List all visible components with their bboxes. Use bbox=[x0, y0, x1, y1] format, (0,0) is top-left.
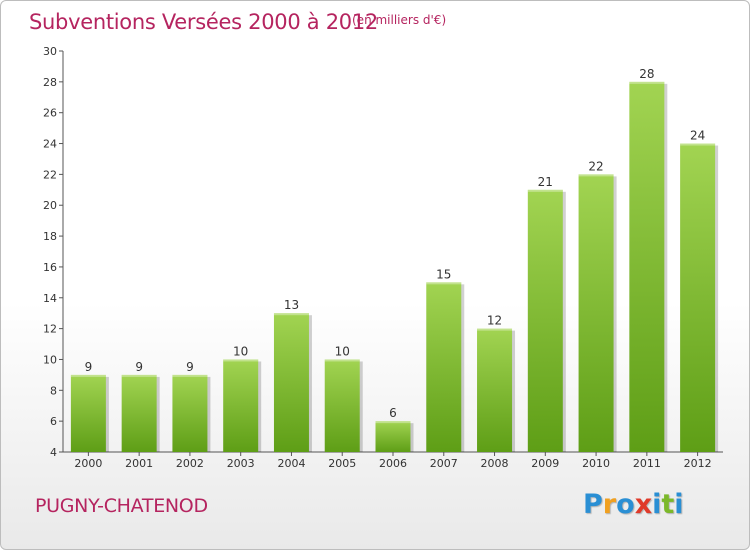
bar-highlight bbox=[426, 282, 462, 285]
data-label: 9 bbox=[85, 360, 93, 374]
bar-2007 bbox=[426, 282, 462, 452]
x-tick-label: 2007 bbox=[430, 457, 458, 470]
bar-2009 bbox=[527, 189, 563, 453]
y-tick-label: 8 bbox=[50, 384, 57, 397]
data-label: 22 bbox=[588, 159, 603, 173]
data-label: 21 bbox=[538, 175, 553, 189]
x-tick-label: 2002 bbox=[176, 457, 204, 470]
bar-highlight bbox=[70, 374, 106, 377]
x-tick-label: 2009 bbox=[531, 457, 559, 470]
x-tick-label: 2011 bbox=[633, 457, 661, 470]
y-tick-label: 6 bbox=[50, 415, 57, 428]
bar-2010 bbox=[578, 174, 614, 452]
bar-highlight bbox=[121, 374, 157, 377]
bar-highlight bbox=[223, 359, 259, 362]
bar-highlight bbox=[324, 359, 360, 362]
chart-subtitle: (en milliers d'€) bbox=[352, 13, 447, 27]
data-label: 13 bbox=[284, 298, 299, 312]
bar-2008 bbox=[477, 328, 513, 452]
logo-letter: P bbox=[583, 489, 603, 520]
data-label: 9 bbox=[135, 360, 143, 374]
proxiti-logo: Proxiti bbox=[583, 489, 684, 520]
y-tick-label: 16 bbox=[43, 261, 57, 274]
bars-group bbox=[70, 81, 719, 453]
bar-2000 bbox=[70, 374, 106, 452]
y-tick-label: 22 bbox=[43, 168, 57, 181]
y-tick-label: 18 bbox=[43, 230, 57, 243]
bar-highlight bbox=[629, 81, 665, 84]
x-tick-label: 2003 bbox=[227, 457, 255, 470]
y-tick-label: 20 bbox=[43, 199, 57, 212]
logo-letter: r bbox=[602, 489, 617, 520]
bar-2005 bbox=[324, 359, 360, 452]
bar-highlight bbox=[375, 421, 411, 424]
y-tick-label: 4 bbox=[50, 446, 57, 459]
data-label: 24 bbox=[690, 129, 705, 143]
y-tick-label: 28 bbox=[43, 76, 57, 89]
y-tick-label: 12 bbox=[43, 323, 57, 336]
logo-letter: i bbox=[652, 489, 662, 520]
data-label: 6 bbox=[389, 406, 397, 420]
data-label: 9 bbox=[186, 360, 194, 374]
y-tick-label: 24 bbox=[43, 138, 57, 151]
data-label: 28 bbox=[639, 67, 654, 81]
x-tick-label: 2010 bbox=[582, 457, 610, 470]
data-label: 10 bbox=[233, 344, 248, 358]
data-label: 15 bbox=[436, 267, 451, 281]
bar-2003 bbox=[223, 359, 259, 452]
bar-2002 bbox=[172, 374, 208, 452]
x-tick-label: 2004 bbox=[277, 457, 305, 470]
bar-highlight bbox=[578, 174, 614, 177]
chart-title: Subventions Versées 2000 à 2012 bbox=[29, 10, 378, 34]
logo-letter: o bbox=[616, 489, 635, 520]
x-tick-label: 2006 bbox=[379, 457, 407, 470]
logo-letter: x bbox=[634, 489, 653, 520]
bar-highlight bbox=[680, 143, 716, 146]
bar-highlight bbox=[273, 313, 309, 316]
bar-2012 bbox=[680, 143, 716, 453]
x-tick-label: 2012 bbox=[684, 457, 712, 470]
logo-letter: t bbox=[661, 489, 675, 520]
bar-2004 bbox=[273, 313, 309, 452]
bar-highlight bbox=[477, 328, 513, 331]
y-tick-label: 14 bbox=[43, 292, 57, 305]
bar-highlight bbox=[527, 189, 563, 192]
bar-2011 bbox=[629, 81, 665, 452]
place-name: PUGNY-CHATENOD bbox=[35, 495, 208, 517]
labels-group: 2000 9 2001 9 2002 9 2003 10 2004 13 2005 10 2006 6 20… bbox=[74, 67, 711, 470]
bar-2006 bbox=[375, 421, 411, 452]
data-label: 12 bbox=[487, 314, 502, 328]
data-label: 10 bbox=[335, 344, 350, 358]
x-tick-label: 2001 bbox=[125, 457, 153, 470]
bar-2001 bbox=[121, 374, 157, 452]
y-tick-label: 26 bbox=[43, 107, 57, 120]
bar-highlight bbox=[172, 374, 208, 377]
x-tick-label: 2008 bbox=[481, 457, 509, 470]
y-tick-label: 30 bbox=[43, 45, 57, 58]
y-tick-label: 10 bbox=[43, 353, 57, 366]
logo-letter: i bbox=[674, 489, 684, 520]
x-tick-label: 2005 bbox=[328, 457, 356, 470]
x-tick-label: 2000 bbox=[74, 457, 102, 470]
